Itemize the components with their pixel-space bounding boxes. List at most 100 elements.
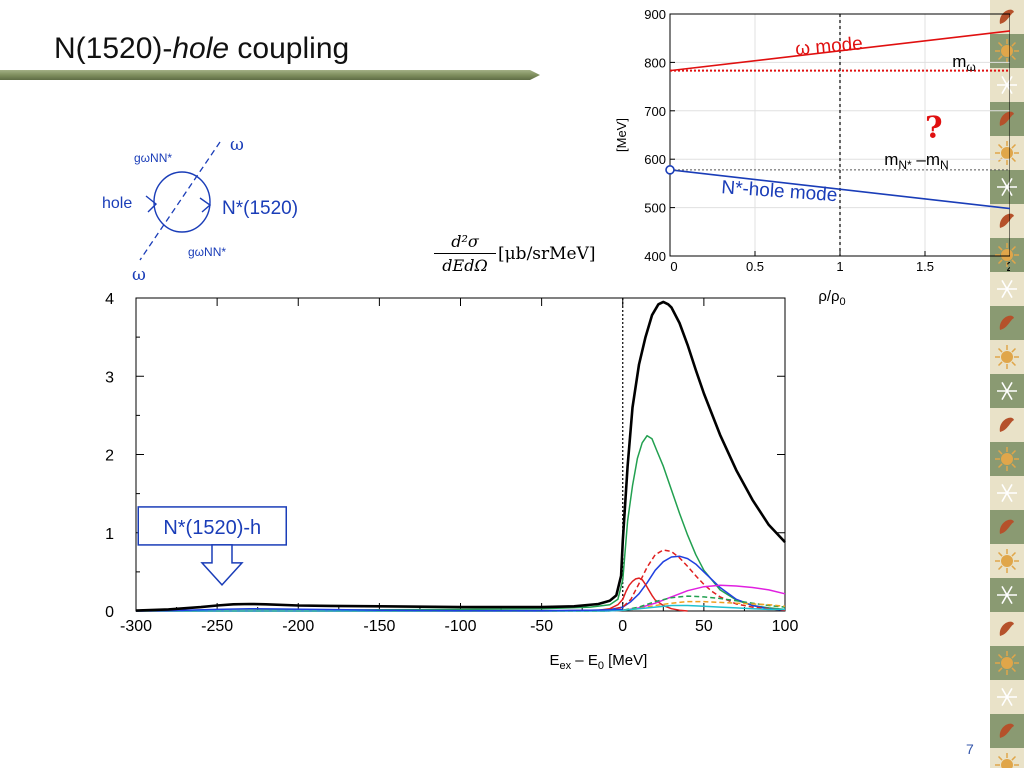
callout-arrow-icon <box>200 544 244 587</box>
leaf-icon <box>999 519 1014 534</box>
callout-box <box>137 506 288 546</box>
sun-ray <box>1011 259 1017 265</box>
inset-nhole-mode-label: N*-hole mode <box>721 177 838 206</box>
leaf-icon <box>999 111 1014 126</box>
snowflake-icon <box>1001 483 1013 503</box>
main-chart: -300 -250 -200 -150 -100 -50 0 50 100 0 1 2 3 4 N*(152… <box>105 291 799 672</box>
sun-ray <box>1011 551 1017 557</box>
sun-icon <box>1001 249 1013 261</box>
main-x-tick-label: -50 <box>530 618 553 635</box>
sun-ray <box>1011 143 1017 149</box>
main-series-line <box>135 300 786 612</box>
sun-ray <box>1011 653 1017 659</box>
snowflake-icon <box>1001 585 1013 605</box>
leaf-icon <box>999 9 1014 24</box>
inset-y-tick-label: 700 <box>644 104 666 119</box>
sun-ray <box>997 157 1003 163</box>
inset-x-tick-label: 1.5 <box>916 259 934 274</box>
main-series-line <box>136 577 688 612</box>
omega-bottom-label: ω <box>132 265 146 285</box>
leaf-icon <box>999 315 1014 330</box>
title-underline-bar <box>0 70 540 80</box>
inset-y-tick-label: 800 <box>644 55 666 70</box>
sun-ray <box>1011 755 1017 761</box>
formula-denominator: dEdΩ <box>442 256 488 275</box>
inset-series-line <box>669 169 1010 210</box>
sun-ray <box>1011 361 1017 367</box>
callout-label: N*(1520)-h <box>163 517 261 539</box>
sun-ray <box>997 41 1003 47</box>
sun-icon <box>1001 657 1013 669</box>
inset-x-tick-label: 0.5 <box>746 259 764 274</box>
inset-omega-mode-label: ω mode <box>794 33 863 60</box>
main-x-tick-label: -250 <box>201 618 233 635</box>
main-x-tick-label: -300 <box>120 618 152 635</box>
sun-ray <box>1011 55 1017 61</box>
main-x-tick-label: 100 <box>772 618 799 635</box>
sun-ray <box>997 667 1003 673</box>
snowflake-icon <box>1001 75 1013 95</box>
main-y-tick-label: 1 <box>105 526 114 543</box>
main-x-tick-label: -150 <box>363 618 395 635</box>
sun-icon <box>1001 351 1013 363</box>
title-prefix: N(1520)- <box>54 32 173 65</box>
snowflake-icon <box>1001 177 1013 197</box>
sun-ray <box>1011 463 1017 469</box>
inset-x-tick-label: 1 <box>836 259 843 274</box>
main-series-line <box>136 549 786 612</box>
hole-label: hole <box>102 195 132 212</box>
sun-ray <box>1011 449 1017 455</box>
inset-mass-difference-label: mN* –mN <box>884 150 949 172</box>
sun-icon <box>1001 45 1013 57</box>
sun-ray <box>997 653 1003 659</box>
main-series-line <box>135 434 786 612</box>
inset-x-tick-label: 2 <box>1006 259 1010 274</box>
main-x-tick-label: -200 <box>282 618 314 635</box>
leaf-icon <box>999 723 1014 738</box>
main-x-tick-label: 0 <box>618 618 627 635</box>
sun-ray <box>997 361 1003 367</box>
main-y-tick-label: 3 <box>105 369 114 386</box>
main-series-line <box>136 595 786 612</box>
snowflake-icon <box>1001 279 1013 299</box>
sun-ray <box>997 259 1003 265</box>
page-number: 7 <box>966 741 974 757</box>
main-series-line <box>136 600 786 612</box>
inset-m-omega-label: mω <box>952 52 976 74</box>
leaf-icon <box>999 621 1014 636</box>
main-x-tick-label: -100 <box>444 618 476 635</box>
snowflake-icon <box>1001 381 1013 401</box>
snowflake-icon <box>1001 687 1013 707</box>
main-y-tick-label: 4 <box>105 291 114 308</box>
inset-series-line <box>669 30 1010 72</box>
sun-ray <box>997 245 1003 251</box>
sun-ray <box>1011 565 1017 571</box>
main-series-line <box>135 607 623 612</box>
inset-y-tick-label: 600 <box>644 152 666 167</box>
sun-ray <box>1011 347 1017 353</box>
inset-x-tick-label: 0 <box>670 259 677 274</box>
sun-ray <box>1011 41 1017 47</box>
title-suffix: coupling <box>229 32 350 65</box>
sun-ray <box>997 143 1003 149</box>
inset-chart: 0 0.5 1 1.5 2 400 500 600 700 800 900 [MeV] ρ/ρ0 ω mo… <box>614 7 1010 308</box>
main-xlabel: Eex – E0 [MeV] <box>550 652 648 672</box>
coupling-top-label: gωNN* <box>134 151 172 165</box>
sun-ray <box>1011 667 1017 673</box>
formula-unit: [μb/srMeV] <box>498 243 596 264</box>
sun-ray <box>997 449 1003 455</box>
sun-icon <box>1001 555 1013 567</box>
sun-ray <box>997 347 1003 353</box>
inset-y-tick-label: 900 <box>644 7 666 22</box>
inset-y-tick-label: 400 <box>644 249 666 264</box>
main-y-tick-label: 0 <box>105 604 114 621</box>
inset-xlabel: ρ/ρ0 <box>818 288 845 308</box>
inset-marker <box>665 165 675 175</box>
sun-icon <box>1001 147 1013 159</box>
loop-ellipse <box>153 171 211 233</box>
nstar-label: N*(1520) <box>222 198 298 219</box>
main-x-tick-label: 50 <box>695 618 713 635</box>
main-series-line <box>136 604 785 612</box>
leaf-icon <box>999 213 1014 228</box>
